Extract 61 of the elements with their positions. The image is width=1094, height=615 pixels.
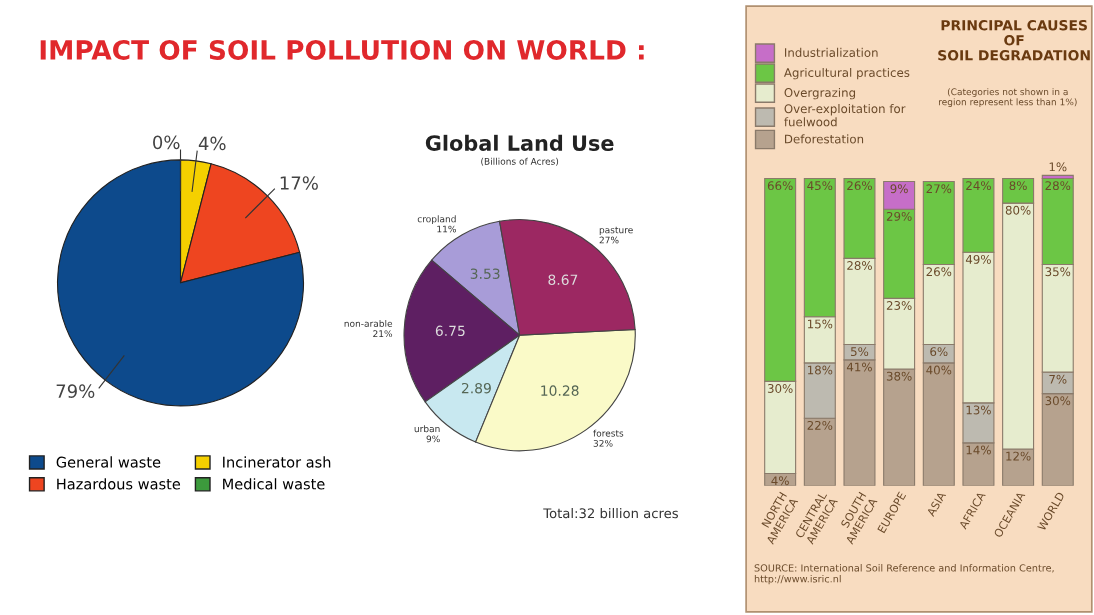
legend-label: Hazardous waste — [57, 478, 181, 490]
data-label: 66% — [767, 181, 793, 191]
text: 0% — [153, 135, 180, 150]
chart-subtitle: (Categories not shown in a region represent less than 1%) — [939, 88, 1077, 108]
data-label: 26% — [847, 181, 872, 191]
legend-label: Agricultural practices — [783, 67, 910, 80]
data-label: 40% — [926, 365, 952, 375]
data-label: 23% — [886, 301, 912, 310]
data-label: 45% — [807, 181, 833, 191]
data-label: 26% — [926, 267, 952, 277]
data-label: 30% — [1045, 396, 1071, 406]
slice-label: non-arable 21% — [344, 319, 393, 338]
data-label: 3.53 — [470, 268, 500, 279]
data-label: 29% — [886, 211, 912, 221]
data-label: 9% — [890, 184, 908, 194]
data-label: 8.67 — [548, 274, 578, 285]
data-label: 80% — [1005, 205, 1031, 215]
data-label: 28% — [847, 261, 872, 270]
chart-title: PRINCIPAL CAUSES OF SOIL DEGRADATION — [938, 19, 1090, 61]
legend-label: General waste — [56, 456, 161, 468]
data-label: 28% — [1045, 181, 1071, 191]
data-label: 2.89 — [461, 382, 491, 394]
data-label: 4% — [771, 476, 789, 486]
data-label: 4% — [198, 136, 226, 151]
data-label: 12% — [1006, 451, 1031, 461]
data-label: 13% — [966, 405, 991, 415]
data-label: 17% — [280, 176, 318, 190]
data-label: 6.75 — [435, 325, 465, 337]
source-note: SOURCE: International Soil Reference and Information Centre, http://www.isric.nl — [754, 564, 1054, 585]
data-label: 15% — [807, 319, 833, 329]
text: Total:32 billion acres — [543, 508, 678, 519]
data-label: 6% — [930, 347, 948, 357]
chart-title: Global Land Use — [425, 134, 614, 151]
data-label: 22% — [807, 420, 833, 430]
data-label: 10.28 — [541, 385, 579, 396]
data-label: 30% — [767, 384, 793, 393]
data-label: 79% — [56, 384, 95, 398]
legend-label: Industrialization — [785, 47, 878, 58]
data-label: 41% — [846, 362, 872, 372]
data-label: 18% — [807, 365, 833, 375]
data-label: 8% — [1009, 181, 1027, 191]
chart-subtitle: (Billions of Acres) — [481, 157, 559, 166]
legend-label: Overgrazing — [784, 87, 856, 100]
data-label: 24% — [966, 181, 991, 191]
chart-title: IMPACT OF SOIL POLLUTION ON WORLD : — [40, 39, 644, 60]
legend-label: Over-exploitation for fuelwood — [784, 104, 906, 127]
slice-label: pasture 27% — [599, 226, 633, 244]
data-label: 14% — [966, 445, 991, 455]
data-label: 5% — [851, 347, 869, 357]
slice-label: forests 32% — [593, 429, 624, 447]
data-label: 35% — [1045, 267, 1071, 277]
legend-label: Medical waste — [223, 478, 325, 490]
data-label: 38% — [886, 371, 912, 381]
data-label: 27% — [926, 184, 952, 194]
data-label: 7% — [1049, 374, 1067, 384]
legend-label: Deforestation — [785, 134, 864, 144]
data-label: 49% — [965, 254, 991, 264]
legend-label: Incinerator ash — [223, 456, 331, 468]
slice-label: urban 9% — [414, 425, 440, 443]
data-label: 1% — [1049, 162, 1067, 172]
slice-label: cropland 11% — [417, 215, 456, 233]
